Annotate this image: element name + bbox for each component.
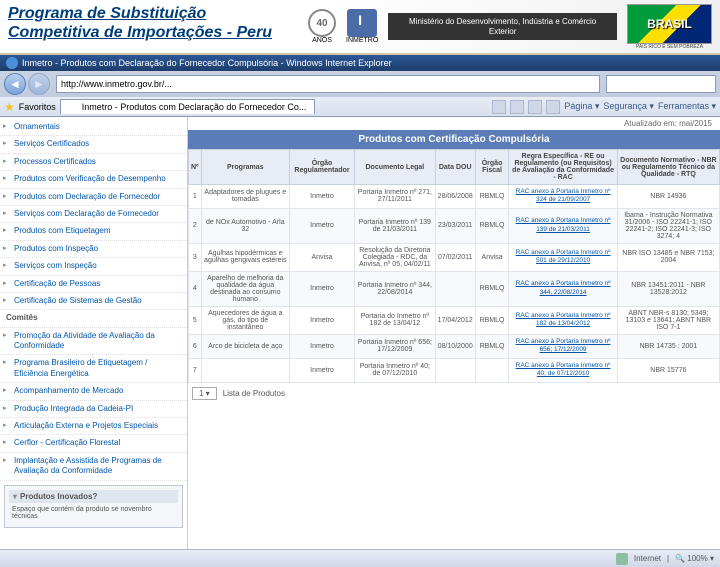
sidebar-item[interactable]: Programa Brasileiro de Etiquetagem / Efi… xyxy=(0,355,187,383)
table-row: 2de NOx Automotivo - Arla 32InmetroPorta… xyxy=(189,208,720,243)
sidebar-item[interactable]: Promoção da Atividade de Avaliação da Co… xyxy=(0,328,187,356)
sidebar: OrnamentaisServiços CertificadosProcesso… xyxy=(0,117,188,549)
ministry-box: Ministério do Desenvolvimento, Indústria… xyxy=(388,13,617,40)
rac-link[interactable]: RAC anexo à Portaria Inmetro nº 139 de 2… xyxy=(509,208,617,243)
sidebar-item[interactable]: Implantação e Assistida de Programas de … xyxy=(0,453,187,481)
sidebar-item[interactable]: Cerflor - Certificação Florestal xyxy=(0,435,187,452)
home-icon[interactable] xyxy=(492,100,506,114)
toolbar-right: Página ▾ Segurança ▾ Ferramentas ▾ xyxy=(492,100,716,114)
sidebar-infobox: Produtos Inovados? Espaço que contém da … xyxy=(4,485,183,528)
logo-inmetro: INMETRO xyxy=(346,9,378,44)
sidebar-item[interactable]: Articulação Externa e Projetos Especiais xyxy=(0,418,187,435)
table-row: 4Aparelho de melhoria da qualidade da ág… xyxy=(189,271,720,306)
window-title: Inmetro - Produtos com Declaração do For… xyxy=(22,58,392,68)
header-logos: 40 ANOS INMETRO Ministério do Desenvolvi… xyxy=(300,0,720,53)
rac-link[interactable]: RAC anexo à Portaria Inmetro nº 656; 17/… xyxy=(509,334,617,358)
sidebar-item[interactable]: Serviços com Inspeção xyxy=(0,258,187,275)
rac-link[interactable]: RAC anexo à Portaria Inmetro nº 344, 22/… xyxy=(509,271,617,306)
rac-link[interactable]: RAC anexo à Portaria Inmetro nº 40; de 0… xyxy=(509,358,617,382)
window-title-bar: Inmetro - Produtos com Declaração do For… xyxy=(0,55,720,71)
feed-icon[interactable] xyxy=(510,100,524,114)
main-panel: Atualizado em: mai/2015 Produtos com Cer… xyxy=(188,117,720,549)
sidebar-item[interactable]: Ornamentais xyxy=(0,119,187,136)
sidebar-item[interactable]: Produção Integrada da Cadeia-PI xyxy=(0,401,187,418)
tools-menu[interactable]: Ferramentas ▾ xyxy=(658,101,716,112)
security-menu[interactable]: Segurança ▾ xyxy=(603,101,654,112)
tab-favicon xyxy=(69,102,79,112)
table-row: 3Agulhas hipodérmicas e agulhas gengivai… xyxy=(189,243,720,271)
col-header: Órgão Fiscal xyxy=(475,150,509,185)
sidebar-item[interactable]: Certificação de Sistemas de Gestão xyxy=(0,293,187,310)
sidebar-category: Comitês xyxy=(0,310,187,327)
slide-header: Programa de Substituição Competitiva de … xyxy=(0,0,720,55)
page-menu[interactable]: Página ▾ xyxy=(564,101,599,112)
mail-icon[interactable] xyxy=(528,100,542,114)
sidebar-item[interactable]: Produtos com Declaração de Fornecedor xyxy=(0,189,187,206)
browser-tab[interactable]: Inmetro - Produtos com Declaração do For… xyxy=(60,99,316,114)
logo-40anos: 40 ANOS xyxy=(308,9,336,44)
browser-chrome: Inmetro - Produtos com Declaração do For… xyxy=(0,55,720,117)
status-bar: Internet | 🔍 100% ▾ xyxy=(0,549,720,567)
page-content: OrnamentaisServiços CertificadosProcesso… xyxy=(0,117,720,549)
sidebar-item[interactable]: Acompanhamento de Mercado xyxy=(0,383,187,400)
col-header: Órgão Regulamentador xyxy=(289,150,354,185)
col-header: Nº xyxy=(189,150,202,185)
table-header-row: NºProgramasÓrgão RegulamentadorDocumento… xyxy=(189,150,720,185)
pager-label: Lista de Produtos xyxy=(223,389,285,398)
products-table: NºProgramasÓrgão RegulamentadorDocumento… xyxy=(188,149,720,383)
sidebar-item[interactable]: Processos Certificados xyxy=(0,154,187,171)
favorites-bar: ★ Favoritos Inmetro - Produtos com Decla… xyxy=(0,97,720,116)
sidebar-item[interactable]: Certificação de Pessoas xyxy=(0,276,187,293)
zone-icon xyxy=(616,553,628,565)
sidebar-item[interactable]: Serviços Certificados xyxy=(0,136,187,153)
nav-toolbar: ◄ ► http://www.inmetro.gov.br/... xyxy=(0,71,720,97)
sidebar-item[interactable]: Produtos com Verificação de Desempenho xyxy=(0,171,187,188)
slide-title: Programa de Substituição Competitiva de … xyxy=(0,0,300,53)
col-header: Data DOU xyxy=(435,150,475,185)
section-title: Produtos com Certificação Compulsória xyxy=(188,130,720,149)
forward-button[interactable]: ► xyxy=(28,73,50,95)
address-bar[interactable]: http://www.inmetro.gov.br/... xyxy=(56,75,600,93)
table-row: 1Adaptadores de plugues e tomadasInmetro… xyxy=(189,185,720,209)
table-body: 1Adaptadores de plugues e tomadasInmetro… xyxy=(189,185,720,383)
search-bar[interactable] xyxy=(606,75,716,93)
back-button[interactable]: ◄ xyxy=(4,73,26,95)
table-row: 7InmetroPortaria Inmetro nº 40; de 07/12… xyxy=(189,358,720,382)
pager: 1 ▾ Lista de Produtos xyxy=(188,383,720,404)
zoom-level[interactable]: 🔍 100% ▾ xyxy=(675,554,714,563)
updated-date: Atualizado em: mai/2015 xyxy=(188,117,720,130)
col-header: Regra Específica - RE ou Regulamento (ou… xyxy=(509,150,617,185)
table-row: 6Arco de bicicleta de açoInmetroPortaria… xyxy=(189,334,720,358)
infobox-text: Espaço que contém da produto se novembro… xyxy=(9,503,178,523)
zone-label: Internet xyxy=(634,554,661,563)
table-row: 5Aquecedores de água a gás, do tipo de i… xyxy=(189,306,720,334)
brasil-logo: BRASIL PAÍS RICO E SEM POBREZA xyxy=(627,4,712,50)
rac-link[interactable]: RAC anexo à Portaria Inmetro nº 182 de 1… xyxy=(509,306,617,334)
page-select[interactable]: 1 ▾ xyxy=(192,387,217,400)
sidebar-item[interactable]: Produtos com Etiquetagem xyxy=(0,223,187,240)
sidebar-item[interactable]: Serviços com Declaração de Fornecedor xyxy=(0,206,187,223)
favorites-star-icon[interactable]: ★ xyxy=(4,100,15,114)
infobox-title[interactable]: Produtos Inovados? xyxy=(9,490,178,503)
print-icon[interactable] xyxy=(546,100,560,114)
col-header: Documento Legal xyxy=(355,150,436,185)
col-header: Documento Normativo - NBR ou Regulamento… xyxy=(617,150,719,185)
rac-link[interactable]: RAC anexo à Portaria Inmetro nº 501 de 2… xyxy=(509,243,617,271)
ie-icon xyxy=(6,57,18,69)
sidebar-item[interactable]: Produtos com Inspeção xyxy=(0,241,187,258)
favorites-label[interactable]: Favoritos xyxy=(19,102,56,112)
rac-link[interactable]: RAC anexo à Portaria Inmetro nº 324 de 2… xyxy=(509,185,617,209)
col-header: Programas xyxy=(201,150,289,185)
